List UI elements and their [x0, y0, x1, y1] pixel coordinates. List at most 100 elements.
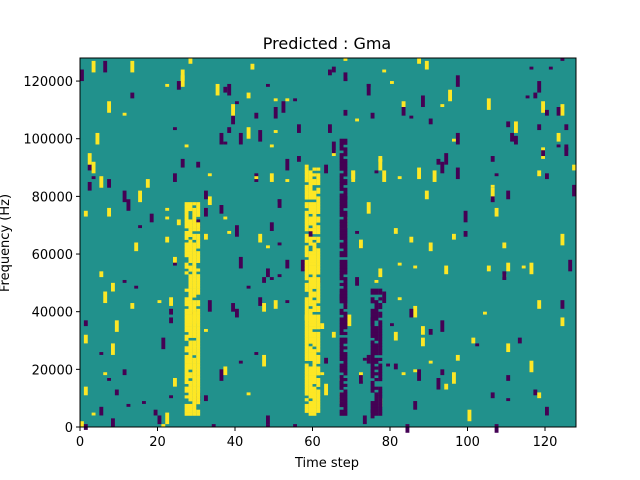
heatmap-band-high [196, 202, 201, 206]
heatmap-band-high [316, 305, 321, 310]
heatmap-band-high [308, 268, 313, 272]
heatmap-band-high [196, 277, 201, 281]
heatmap-band-high [192, 288, 197, 292]
heatmap-band-high [184, 216, 189, 220]
heatmap-band-low [374, 377, 379, 382]
heatmap-band-high [196, 392, 201, 396]
heatmap-band-high [312, 222, 317, 226]
heatmap-band-high [184, 375, 189, 379]
heatmap-band-high [312, 377, 317, 382]
heatmap-cell-high [246, 92, 251, 99]
heatmap-band-high [316, 265, 321, 269]
heatmap-band-low [339, 317, 344, 321]
heatmap-band-low [339, 409, 344, 413]
heatmap-band-high [196, 352, 201, 356]
heatmap-cell-high [254, 176, 259, 180]
heatmap-cell-high [452, 138, 456, 142]
heatmap-band-high [304, 268, 309, 272]
heatmap-band-low [343, 170, 348, 174]
heatmap-band-high [316, 369, 321, 373]
heatmap-band-high [304, 352, 309, 356]
heatmap-cell-high [99, 176, 104, 188]
heatmap-band-low [339, 225, 344, 229]
heatmap-band-high [316, 230, 321, 235]
heatmap-band-high [184, 288, 189, 292]
heatmap-band-high [308, 320, 313, 324]
heatmap-band-high [196, 254, 201, 258]
heatmap-cell-low [293, 424, 298, 427]
heatmap-band-high [184, 317, 189, 321]
heatmap-band-high [192, 210, 197, 214]
heatmap-band-high [304, 187, 309, 191]
heatmap-band-high [192, 251, 197, 255]
heatmap-band-high [312, 190, 317, 194]
heatmap-band-high [312, 401, 317, 405]
heatmap-band-low [370, 354, 375, 359]
heatmap-cell-high [107, 101, 112, 113]
heatmap-band-low [339, 161, 344, 165]
heatmap-band-high [196, 279, 201, 284]
heatmap-band-high [192, 380, 197, 385]
heatmap-band-high [188, 395, 193, 399]
heatmap-band-high [316, 360, 321, 364]
heatmap-band-low [343, 259, 348, 263]
heatmap-band-low [370, 288, 375, 292]
heatmap-cell-high [486, 98, 491, 110]
heatmap-band-low [370, 357, 375, 361]
heatmap-band-high [192, 369, 197, 373]
heatmap-band-high [196, 233, 201, 238]
heatmap-band-high [312, 303, 317, 307]
heatmap-band-high [312, 274, 317, 278]
heatmap-band-low [343, 346, 348, 350]
heatmap-cell-high [188, 58, 193, 64]
heatmap-band-low [370, 340, 375, 344]
heatmap-band-high [196, 282, 201, 287]
heatmap-band-high [188, 360, 193, 364]
heatmap-band-low [339, 230, 344, 235]
heatmap-band-high [308, 181, 313, 186]
heatmap-cell-low [455, 132, 460, 145]
heatmap-band-low [378, 340, 383, 344]
heatmap-band-high [188, 225, 193, 229]
heatmap-cell-high [95, 132, 100, 145]
heatmap-band-low [339, 262, 344, 266]
heatmap-band-high [188, 300, 193, 304]
heatmap-band-high [196, 328, 201, 333]
heatmap-band-high [316, 254, 321, 258]
heatmap-band-low [374, 349, 379, 353]
heatmap-cell-low [138, 225, 143, 229]
heatmap-band-low [370, 320, 375, 324]
heatmap-band-low [374, 360, 379, 364]
heatmap-cell-low [355, 277, 360, 286]
heatmap-band-low [343, 268, 348, 272]
heatmap-cell-high [452, 233, 456, 240]
heatmap-band-high [192, 377, 197, 382]
heatmap-cell-low [269, 222, 274, 231]
heatmap-cell-low [490, 156, 495, 162]
heatmap-band-high [304, 300, 309, 304]
heatmap-cell-high [432, 170, 437, 182]
heatmap-band-high [312, 228, 317, 232]
heatmap-cell-low [99, 406, 104, 416]
heatmap-band-high [192, 372, 197, 376]
heatmap-cell-low [266, 268, 270, 278]
heatmap-band-high [184, 271, 189, 275]
heatmap-band-high [188, 403, 193, 408]
heatmap-band-high [316, 372, 321, 376]
heatmap-band-high [308, 282, 313, 287]
heatmap-band-high [188, 245, 193, 249]
heatmap-band-high [316, 331, 321, 336]
heatmap-band-high [184, 389, 189, 393]
heatmap-cell-low [300, 259, 305, 272]
heatmap-cell-low [87, 164, 92, 171]
heatmap-band-low [378, 320, 383, 324]
heatmap-cell-high [324, 383, 329, 396]
heatmap-band-high [304, 245, 309, 249]
heatmap-band-high [308, 412, 313, 416]
heatmap-band-high [192, 242, 197, 246]
heatmap-band-high [192, 228, 197, 232]
heatmap-band-high [316, 202, 321, 206]
heatmap-band-high [308, 377, 313, 382]
heatmap-band-low [339, 233, 344, 238]
heatmap-band-high [184, 210, 189, 214]
